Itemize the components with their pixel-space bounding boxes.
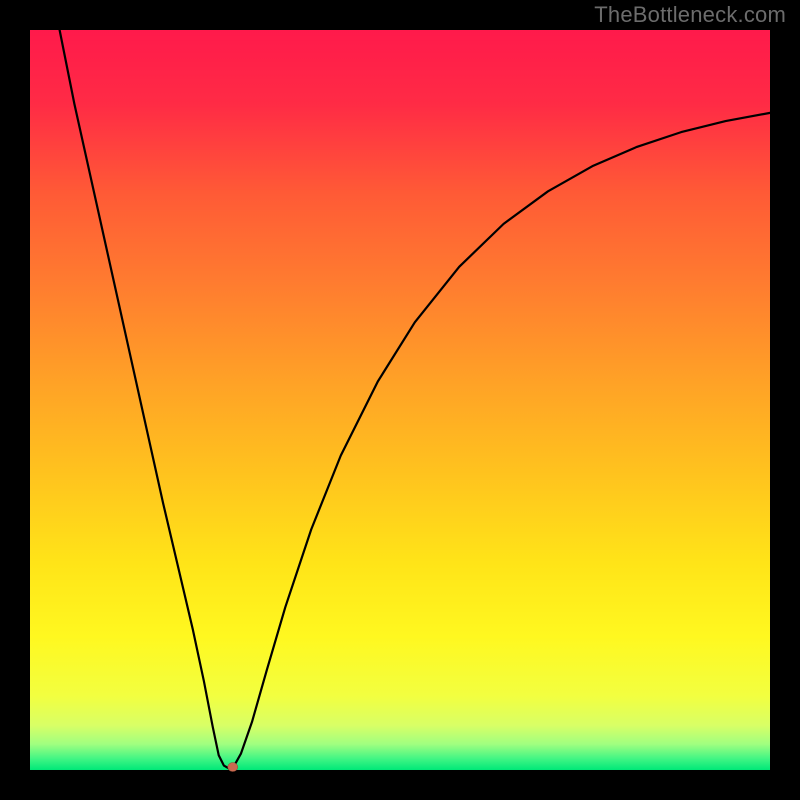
bottleneck-chart (0, 0, 800, 800)
chart-container: TheBottleneck.com (0, 0, 800, 800)
optimal-marker (228, 763, 238, 772)
watermark-label: TheBottleneck.com (594, 2, 786, 28)
